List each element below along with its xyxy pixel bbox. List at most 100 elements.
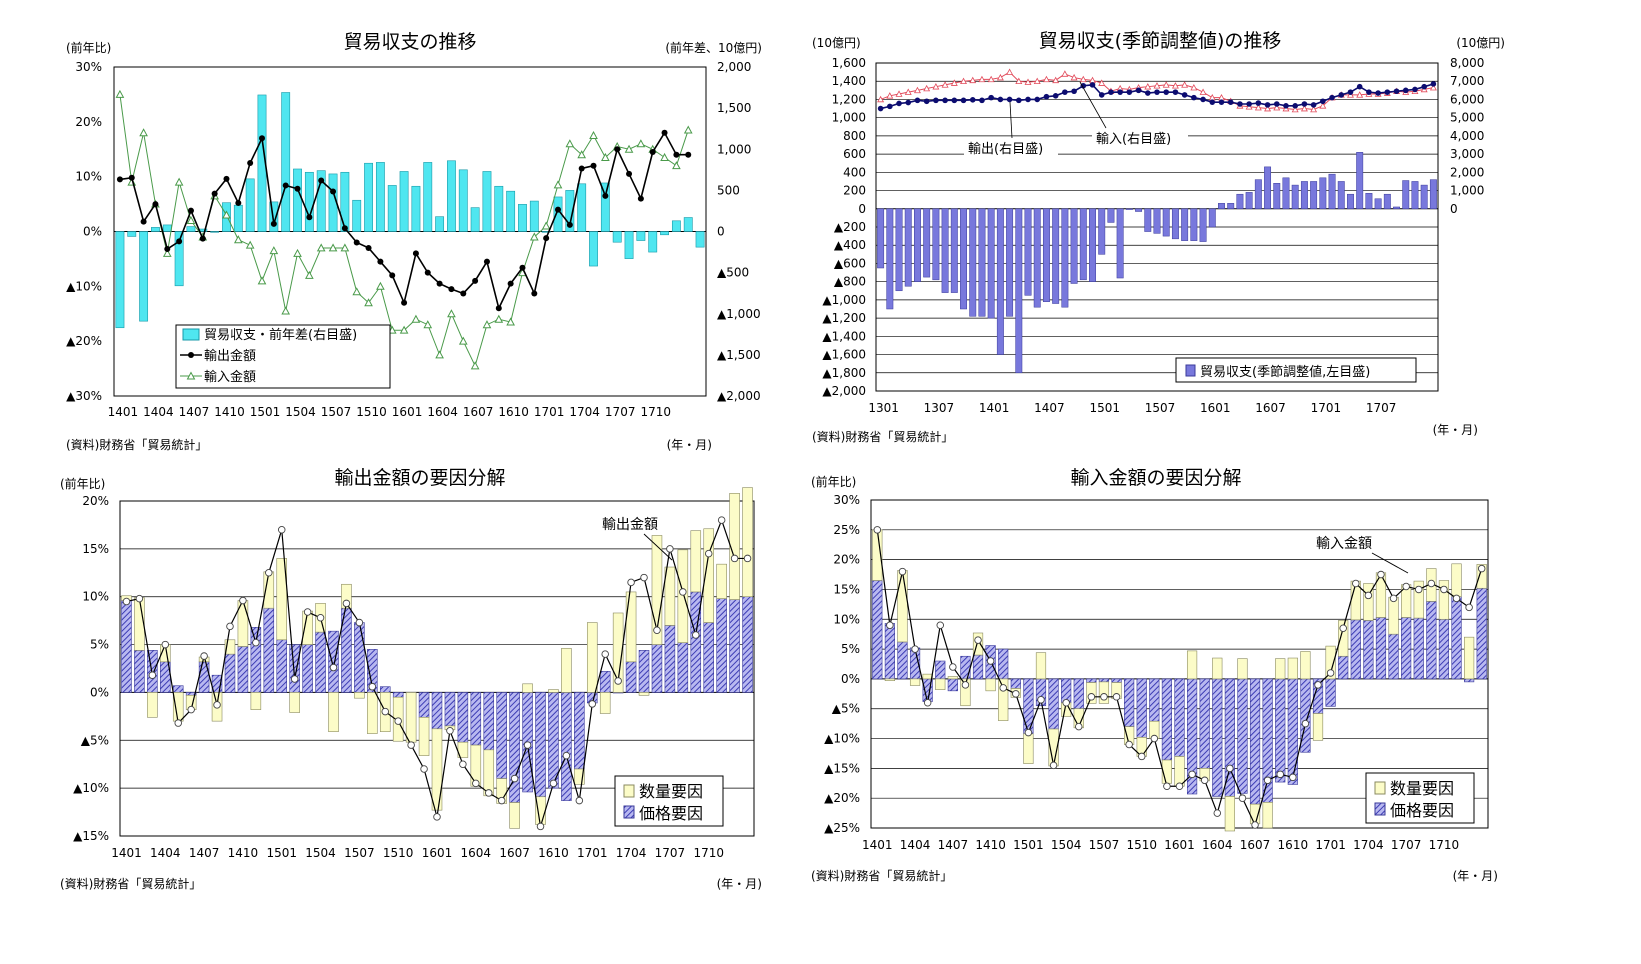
volume-factor-bar [418,717,430,756]
price-factor-bar [224,653,236,693]
total-marker [252,638,260,647]
total-marker [1427,579,1436,588]
volume-factor-bar [1413,580,1424,619]
export-marker [152,201,159,208]
total-marker [1226,764,1234,773]
price-factor-bar [496,692,507,779]
annotation-leader [643,533,673,561]
x-tick-label: 1504 [1051,838,1082,852]
balance-bar [1153,208,1161,234]
x-tick-label: 1607 [1255,401,1286,415]
x-tick-label: 1610 [538,846,569,860]
total-marker [653,626,661,634]
import-marker [1171,82,1179,89]
balance-bar [411,185,421,232]
legend-swatch-balance [182,328,200,341]
balance-bar [1328,173,1336,210]
total-marker [936,621,945,629]
balance-bar [932,208,940,281]
volume-factor-bar [1338,620,1349,657]
export-factor-decomposition-chart: 輸出金額の要因分解(前年比)20%15%10%5%0%▲5%▲10%▲15%14… [60,467,762,891]
total-marker [1414,585,1423,594]
volume-factor-bar [960,678,971,707]
total-marker [433,813,441,821]
x-tick-label: 1501 [266,846,297,860]
export-marker [365,244,372,251]
y-tick: 10% [82,590,109,604]
price-factor-bar [457,692,469,743]
y-left-tick: 800 [843,129,866,143]
export-marker [673,151,680,158]
total-marker [329,663,338,672]
export-marker [519,264,526,271]
y-tick: 5% [90,638,109,652]
price-factor-bar [884,623,895,680]
y-left-tick: 1,400 [832,74,866,88]
annotation-leader [1009,101,1013,139]
balance-bar [960,208,967,310]
volume-factor-bar [1287,657,1298,680]
balance-bar [895,208,903,292]
x-tick-label: 1501 [1013,838,1044,852]
total-marker [536,822,545,831]
import-marker [115,89,125,98]
y-left-tick: 30% [75,60,102,74]
import-marker [162,248,172,257]
balance-bar [941,208,949,293]
x-tick-label: 1407 [189,846,220,860]
y-tick: ▲15% [73,829,109,843]
y-left-tick: ▲20% [66,334,102,348]
export-marker [590,162,597,169]
volume-factor-bar [1224,796,1235,832]
x-tick-label: 1604 [427,405,458,419]
total-marker [394,717,402,725]
annotation-total: 輸入金額 [1316,536,1372,552]
total-marker [898,567,907,576]
x-tick-label: 1510 [383,846,414,860]
right-axis-unit: (10億円) [1456,36,1505,50]
import-marker [447,309,456,318]
right-axis-unit: (前年差、10億円) [665,40,762,55]
total-marker [601,650,609,658]
balance-bar [695,231,705,248]
x-tick-label: 1710 [640,405,671,419]
balance-bar [1402,180,1410,210]
price-factor-bar [599,671,611,693]
volume-factor-bar [1312,713,1324,741]
x-tick-label: 1701 [534,405,565,419]
export-marker [483,258,490,265]
total-marker [743,554,752,563]
total-marker [368,682,377,691]
x-tick-label: 1407 [1034,401,1065,415]
x-tick-label: 1401 [108,405,139,419]
export-marker [1338,92,1345,98]
export-marker [187,207,194,214]
balance-bar [683,217,693,232]
y-right-tick: 6,000 [1450,92,1484,106]
volume-factor-bar [1464,636,1475,680]
x-tick-label: 1607 [463,405,494,419]
total-marker [562,751,571,760]
volume-factor-bar [354,692,365,699]
volume-factor-bar [884,678,895,681]
total-marker [549,779,558,788]
x-tick-label: 1507 [1089,838,1120,852]
balance-bar [364,162,373,232]
volume-factor-bar [625,591,637,663]
total-marker [1364,591,1373,600]
import-marker [233,235,243,244]
total-marker [472,779,480,788]
price-factor-bar [535,692,546,798]
import-marker [541,221,551,230]
export-marker [116,176,123,183]
total-marker [1163,782,1171,791]
export-marker [614,146,621,153]
export-marker [1237,101,1243,107]
import-factor-decomposition-chart: 輸入金額の要因分解 (前年比) 30% 25% 20% 15% 10% 5% 0% ▲5% ▲10%… [811,467,1498,883]
total-marker [213,701,221,709]
import-marker [1153,82,1161,89]
y-tick: 0% [90,685,109,699]
export-marker [543,235,550,242]
seasonally-adjusted-trade-balance-chart: 貿易収支(季節調整値)の推移 (10億円) (10億円) 1,600 1,400 1,20… [812,30,1505,444]
